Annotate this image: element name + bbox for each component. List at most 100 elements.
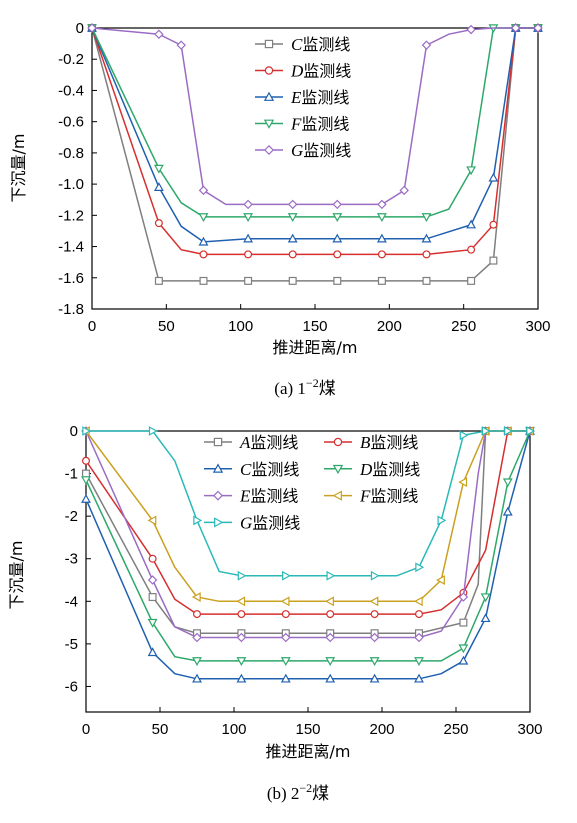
y-tick-label: -1: [65, 466, 78, 483]
data-point: [193, 610, 202, 619]
data-point: [147, 647, 158, 657]
x-tick-label: 50: [158, 318, 175, 335]
data-point: [81, 493, 91, 503]
data-point: [287, 213, 298, 223]
data-point: [236, 673, 247, 683]
legend-label: F监测线: [290, 115, 349, 134]
y-tick-label: -2: [65, 508, 78, 525]
data-point: [414, 657, 424, 667]
data-point: [399, 185, 409, 196]
legend-item-e: E监测线: [204, 487, 298, 506]
y-tick-label: -1.0: [58, 176, 84, 193]
series-c: [81, 425, 535, 683]
data-point: [282, 570, 291, 581]
data-point: [237, 570, 247, 581]
data-point: [192, 632, 202, 643]
data-point: [458, 592, 469, 602]
data-point: [199, 250, 208, 259]
data-point: [81, 456, 90, 465]
legend-marker: [263, 91, 275, 101]
data-point: [510, 23, 521, 33]
data-point: [191, 592, 201, 602]
data-point: [325, 632, 335, 643]
x-tick-label: 100: [228, 318, 253, 335]
legend-marker: [264, 145, 274, 155]
data-point: [533, 23, 543, 33]
data-point: [369, 673, 380, 683]
data-point: [489, 256, 498, 265]
legend-label: D监测线: [359, 460, 420, 479]
data-point: [154, 219, 163, 228]
data-point: [480, 613, 491, 623]
x-tick-label: 250: [443, 721, 468, 738]
data-point: [287, 233, 298, 243]
data-point: [488, 172, 499, 182]
data-point: [153, 164, 164, 174]
plot-frame: [85, 430, 531, 713]
y-tick-label: -5: [65, 636, 78, 653]
x-axis-title: 推进距离/m: [266, 742, 351, 761]
data-point: [502, 478, 513, 488]
x-axis-title: 推进距离/m: [273, 338, 358, 357]
data-point: [81, 469, 90, 478]
data-point: [458, 655, 469, 665]
legend-label: B监测线: [360, 433, 418, 452]
data-point: [81, 476, 91, 486]
data-point: [421, 213, 432, 223]
data-point: [489, 220, 498, 229]
data-point: [437, 515, 447, 526]
legend-item-e: E监测线: [255, 88, 349, 107]
data-point: [325, 673, 336, 683]
series-a: [81, 427, 534, 638]
data-point: [436, 575, 445, 585]
x-tick-label: 150: [302, 318, 327, 335]
legend-item-a: A监测线: [204, 433, 298, 452]
y-tick-label: -0.8: [58, 145, 84, 162]
legend-marker: [214, 517, 224, 528]
x-tick-label: 300: [525, 318, 550, 335]
data-point: [288, 276, 297, 285]
series-g: [82, 426, 536, 581]
data-point: [458, 477, 468, 488]
data-point: [370, 570, 380, 581]
y-axis-title: 下沉量/m: [9, 134, 28, 203]
legend-marker: [332, 490, 342, 501]
x-tick-label: 200: [369, 721, 394, 738]
series-line: [91, 27, 538, 218]
legend-label: E监测线: [290, 88, 349, 107]
data-point: [459, 618, 468, 627]
x-tick-label: 100: [221, 721, 246, 738]
data-point: [377, 250, 386, 259]
data-point: [280, 657, 291, 667]
data-point: [466, 219, 477, 229]
data-point: [198, 236, 209, 246]
data-point: [415, 562, 425, 573]
data-point: [332, 199, 343, 210]
legend-marker: [333, 437, 343, 447]
chart-a: 0 50 100 150 200 250 300 0 -0.2 -0.4 -0.6 -0.8 -1.0 -…: [9, 20, 551, 399]
data-point: [147, 618, 158, 628]
data-point: [243, 213, 254, 223]
legend-label: E监测线: [239, 487, 298, 506]
data-point: [147, 515, 157, 526]
y-tick-label: -0.4: [58, 82, 84, 99]
legend-label: G监测线: [240, 513, 300, 532]
data-point: [370, 610, 379, 619]
series-e: [87, 22, 543, 246]
data-point: [148, 593, 157, 602]
y-tick-label: -4: [65, 593, 78, 610]
data-point: [369, 596, 379, 607]
legend-item-d: D监测线: [255, 62, 351, 81]
data-point: [369, 632, 380, 643]
legend-label: A监测线: [239, 433, 298, 452]
series-line: [91, 27, 538, 243]
data-point: [421, 233, 432, 243]
y-tick-label: -1.8: [58, 301, 84, 318]
data-point: [236, 632, 247, 643]
data-point: [480, 593, 491, 603]
series-g: [87, 23, 543, 210]
y-tick-label: -0.2: [58, 51, 84, 68]
y-tick-label: -1.2: [58, 207, 84, 224]
legend-label: G监测线: [291, 141, 351, 160]
